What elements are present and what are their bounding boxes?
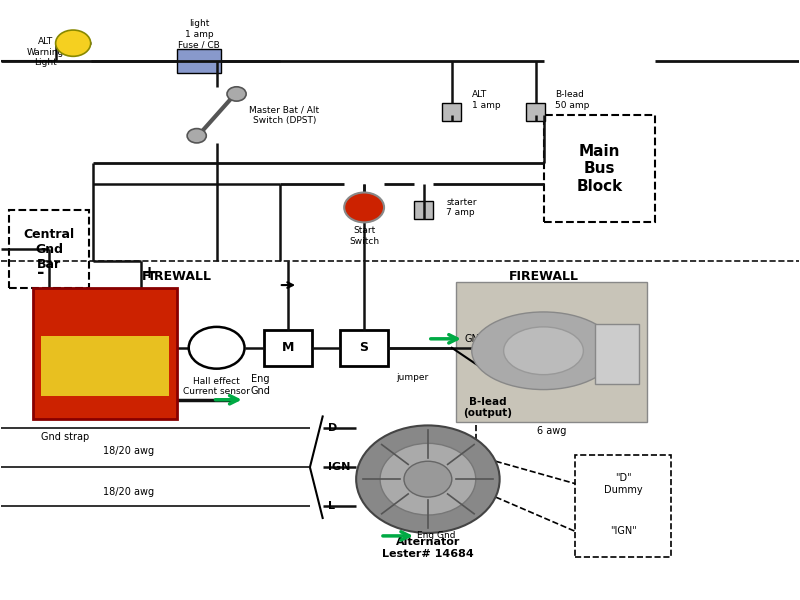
Bar (177, 49, 221, 73)
Text: Alternator
Lester# 14684: Alternator Lester# 14684 (382, 537, 474, 559)
Text: ALT
1 amp: ALT 1 amp (472, 90, 500, 110)
Text: -: - (38, 264, 45, 282)
Text: Start
Switch: Start Switch (349, 226, 379, 246)
Bar (414, 202, 434, 220)
Text: GND: GND (465, 334, 487, 344)
Text: 18/20 awg: 18/20 awg (103, 446, 154, 455)
Text: Gnd strap: Gnd strap (42, 433, 90, 442)
Circle shape (404, 461, 452, 497)
Bar (526, 103, 545, 121)
Text: jumper: jumper (396, 373, 428, 382)
Bar (340, 330, 388, 365)
Text: FIREWALL: FIREWALL (142, 269, 212, 283)
Text: B-lead
50 amp: B-lead 50 amp (555, 90, 590, 110)
Text: Eng
Gnd: Eng Gnd (250, 374, 270, 395)
Circle shape (356, 425, 500, 533)
Text: 18/20 awg: 18/20 awg (103, 487, 154, 497)
Circle shape (227, 87, 246, 101)
Bar (575, 455, 671, 557)
Text: Central
Gnd
Bar: Central Gnd Bar (24, 228, 74, 271)
Text: D: D (328, 424, 338, 433)
Circle shape (380, 443, 476, 515)
Circle shape (55, 30, 90, 56)
Bar (543, 115, 655, 223)
Text: +: + (142, 264, 156, 282)
Text: IGN: IGN (328, 462, 350, 472)
Text: ALT
Warning
Light: ALT Warning Light (26, 37, 64, 67)
Text: Master Bat / Alt
Switch (DPST): Master Bat / Alt Switch (DPST) (250, 105, 319, 125)
Circle shape (189, 327, 245, 368)
Text: S: S (360, 341, 369, 354)
Bar (265, 330, 312, 365)
Text: 6 awg: 6 awg (537, 427, 566, 436)
Circle shape (344, 193, 384, 223)
Text: Main
Bus
Block: Main Bus Block (576, 144, 622, 194)
Ellipse shape (504, 327, 583, 374)
Text: "IGN": "IGN" (610, 526, 637, 536)
Text: "D"
Dummy: "D" Dummy (604, 473, 642, 494)
Bar (42, 337, 169, 395)
Ellipse shape (472, 312, 615, 389)
Text: starter
7 amp: starter 7 amp (446, 198, 477, 217)
Text: B-lead
(output): B-lead (output) (463, 397, 512, 418)
Circle shape (187, 128, 206, 143)
Bar (595, 324, 639, 383)
Bar (456, 282, 647, 422)
Text: Eng Gnd: Eng Gnd (417, 532, 455, 541)
Bar (10, 211, 89, 288)
Text: M: M (282, 341, 294, 354)
Text: light
1 amp
Fuse / CB: light 1 amp Fuse / CB (178, 19, 220, 49)
Text: FIREWALL: FIREWALL (509, 269, 578, 283)
Text: L: L (328, 501, 335, 511)
Bar (442, 103, 462, 121)
Bar (34, 288, 177, 419)
Text: Hall effect
Current sensor: Hall effect Current sensor (183, 377, 250, 396)
